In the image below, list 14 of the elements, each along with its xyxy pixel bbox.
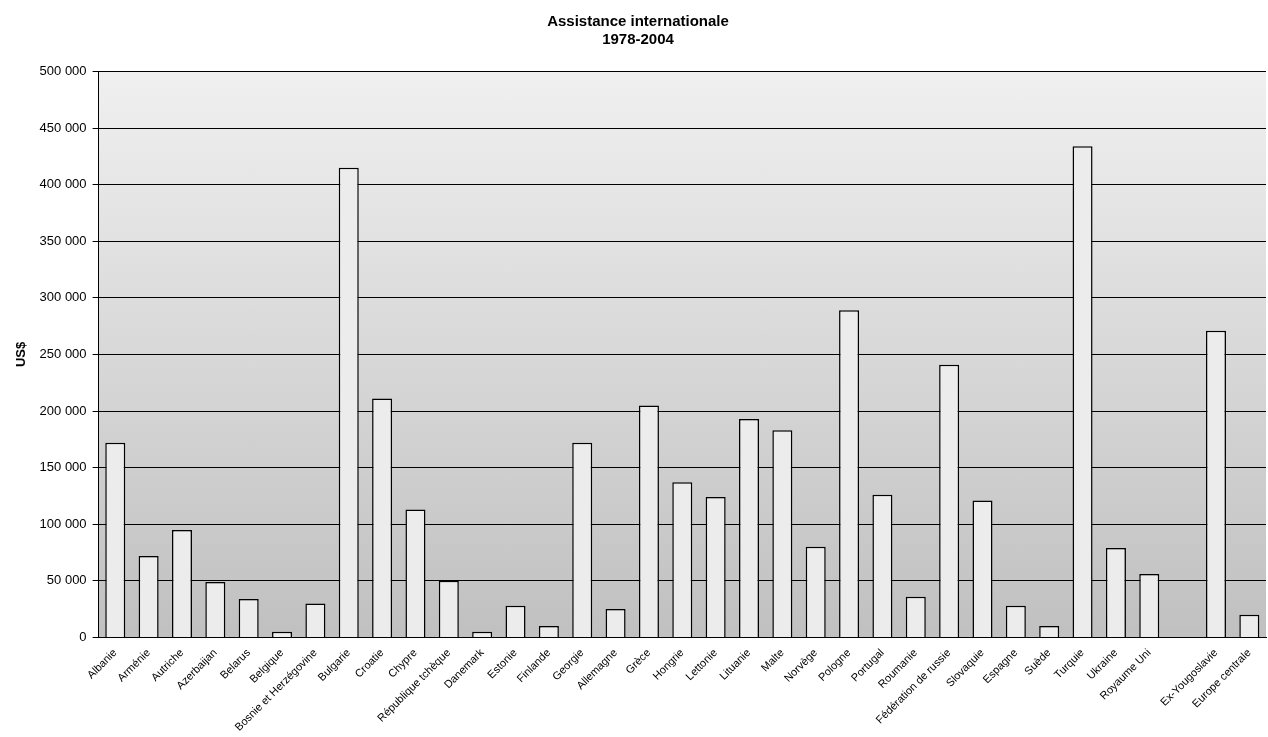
y-tick-label: 0: [79, 628, 87, 644]
y-tick-label: 50 000: [46, 572, 87, 588]
y-tick-label: 350 000: [39, 232, 87, 248]
y-tick-label: 450 000: [39, 119, 87, 135]
y-axis-title: US$: [13, 341, 29, 368]
chart-title: Assistance internationale: [547, 11, 729, 29]
y-tick-label: 250 000: [39, 346, 87, 362]
y-tick-label: 150 000: [39, 459, 87, 475]
y-tick-label: 200 000: [39, 402, 87, 418]
y-tick-label: 400 000: [39, 176, 87, 192]
chart-subtitle: 1978-2004: [602, 30, 675, 48]
y-tick-label: 500 000: [39, 63, 87, 79]
y-tick-label: 100 000: [39, 515, 87, 531]
y-tick-label: 300 000: [39, 289, 87, 305]
